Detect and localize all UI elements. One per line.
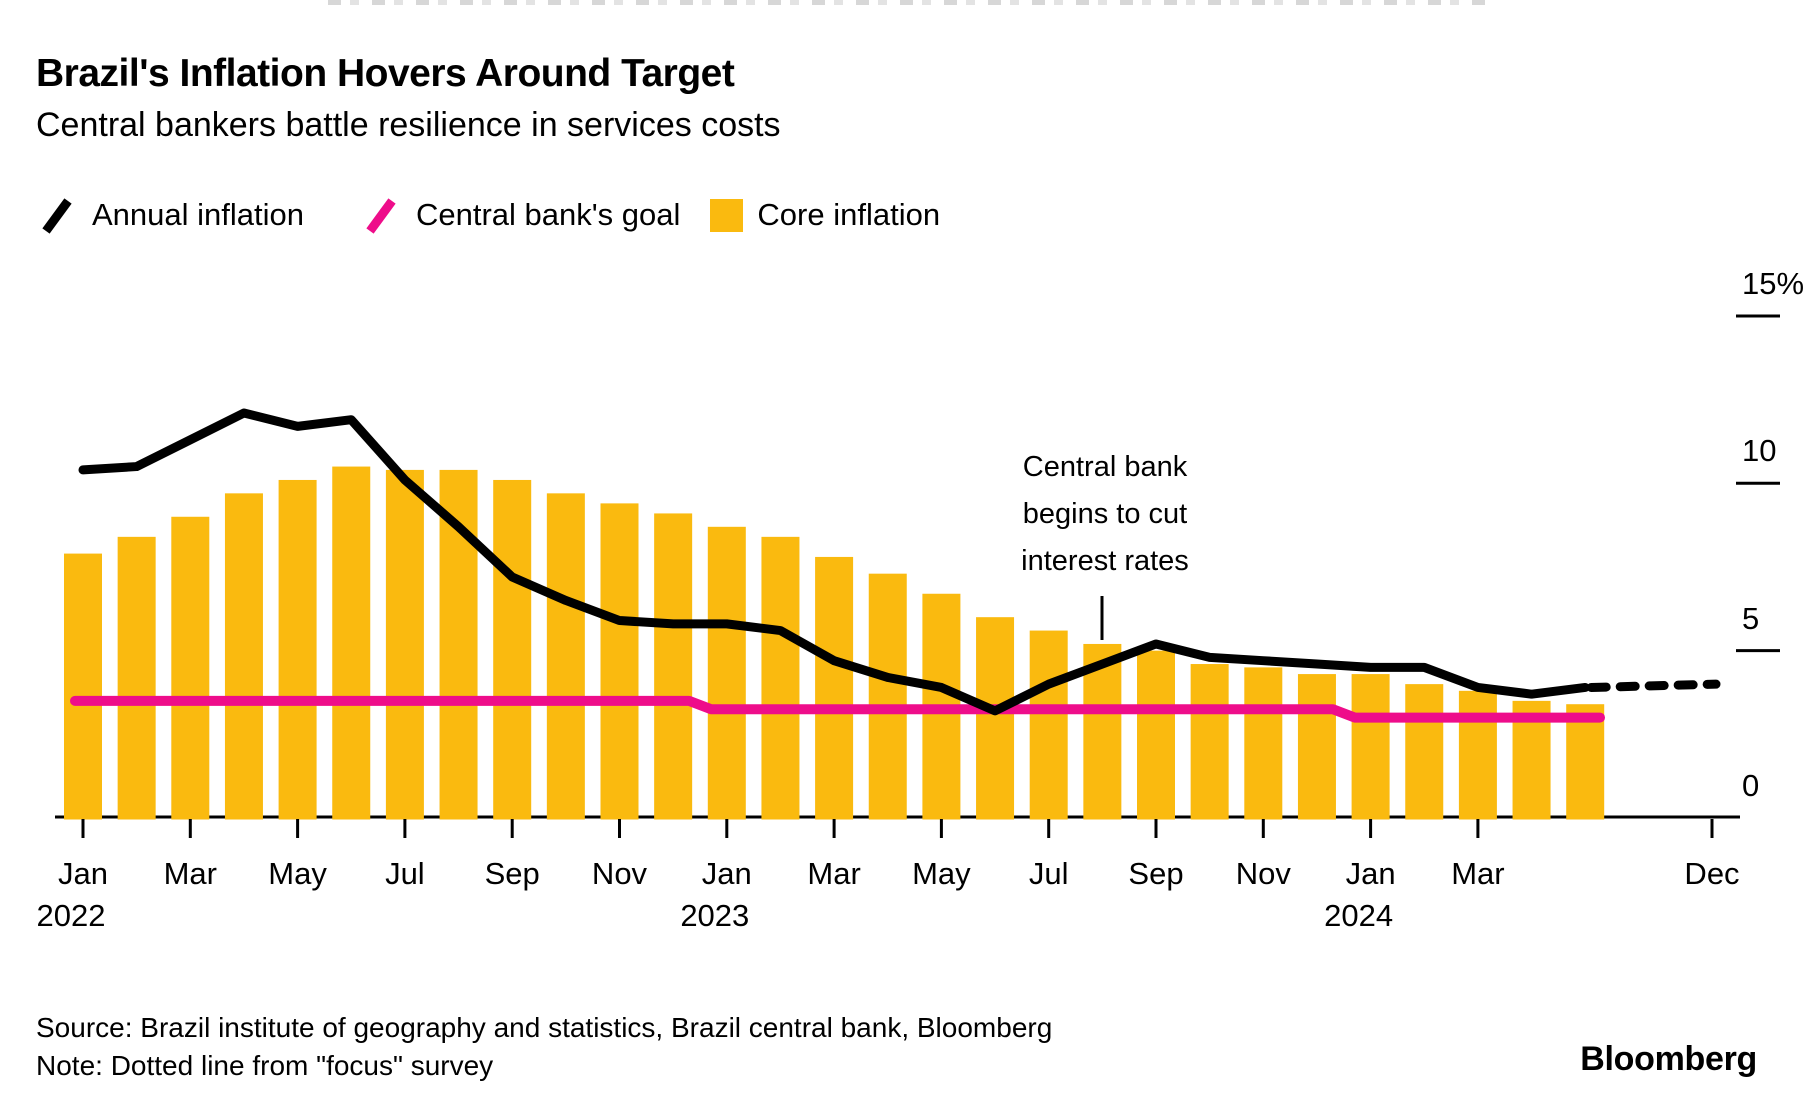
- core-inflation-bar: [171, 516, 210, 820]
- x-tick-label: May: [912, 856, 971, 891]
- core-inflation-bar: [654, 513, 693, 820]
- core-inflation-bar: [868, 573, 907, 820]
- central-bank-goal-line: [70, 695, 1605, 723]
- page-subtitle: Central bankers battle resilience in ser…: [36, 106, 781, 144]
- x-tick-label: Mar: [807, 856, 861, 891]
- rate-cut-annotation: Central bank begins to cut interest rates: [1021, 444, 1189, 585]
- x-tick-label: Mar: [1451, 856, 1505, 891]
- core-inflation-bar: [761, 536, 800, 820]
- legend-label: Central bank's goal: [416, 197, 681, 232]
- y-tick-label: 5: [1742, 600, 1760, 636]
- x-tick-label: Sep: [1128, 856, 1184, 891]
- x-tick-label: Nov: [591, 856, 648, 891]
- core-inflation-bar: [1405, 684, 1444, 820]
- core-inflation-bar: [1137, 650, 1175, 820]
- bloomberg-logo: Bloomberg: [1580, 1040, 1757, 1078]
- legend-label: Core inflation: [757, 197, 941, 232]
- note-text: Note: Dotted line from "focus" survey: [36, 1050, 494, 1081]
- goal-slash-icon: [366, 198, 396, 234]
- x-tick-label: Jul: [385, 856, 425, 891]
- x-tick-label: Sep: [484, 856, 540, 891]
- core-inflation-bar: [1458, 690, 1497, 820]
- page-title: Brazil's Inflation Hovers Around Target: [36, 52, 735, 95]
- legend-item: Annual inflation: [38, 193, 304, 237]
- core-inflation-bar: [976, 617, 1015, 820]
- x-tick-label: Jan: [701, 856, 752, 891]
- core-inflation-bar: [1297, 674, 1336, 820]
- annotation-line: interest rates: [1021, 545, 1189, 577]
- y-tick-label: 0: [1742, 768, 1760, 803]
- x-tick-label: Jan: [1345, 856, 1396, 891]
- core-inflation-bar: [64, 553, 102, 820]
- core-inflation-bar: [1029, 630, 1068, 820]
- core-inflation-bar: [1566, 704, 1605, 820]
- x-year-label: 2024: [1324, 898, 1394, 933]
- core-inflation-bar: [332, 466, 371, 820]
- x-tick-label: Mar: [163, 856, 217, 891]
- core-inflation-bar: [815, 556, 854, 820]
- core-inflation-bar: [278, 479, 317, 820]
- source-text: Source: Brazil institute of geography an…: [36, 1012, 1053, 1043]
- x-tick-label: Jul: [1028, 856, 1069, 891]
- top-edge-artifact: [328, 0, 1492, 5]
- core-inflation-bar: [600, 503, 639, 820]
- core-inflation-bar: [117, 536, 156, 820]
- core-inflation-bar: [707, 526, 746, 820]
- legend: Annual inflation Central bank's goal Core …: [38, 190, 940, 240]
- x-tick-label: Nov: [1235, 856, 1291, 891]
- x-year-label: 2023: [680, 898, 750, 933]
- core-inflation-bar: [224, 493, 263, 820]
- core-inflation-bar: [493, 479, 532, 820]
- annual-inflation-line: [78, 408, 1590, 716]
- x-tick-label: Jan: [58, 856, 108, 891]
- core-inflation-bar: [1190, 664, 1229, 820]
- y-tick-label: 15%: [1742, 265, 1805, 301]
- core-inflation-bar: [546, 493, 585, 820]
- y-tick-label: 10: [1742, 433, 1777, 469]
- legend-item: Core inflation: [710, 197, 940, 233]
- forecast-dotted-line: [1586, 679, 1721, 692]
- x-tick-label: May: [268, 856, 327, 891]
- x-year-label: 2022: [36, 898, 106, 933]
- annotation-line: Central bank: [1022, 451, 1188, 483]
- core-inflation-bar: [1351, 674, 1390, 820]
- core-inflation-swatch-icon: [710, 198, 744, 232]
- annual-inflation-slash-icon: [42, 198, 72, 234]
- legend-label: Annual inflation: [92, 197, 304, 232]
- x-tick-label: Dec: [1684, 856, 1740, 891]
- core-inflation-bar: [1244, 667, 1283, 820]
- legend-item: Central bank's goal: [362, 193, 680, 237]
- core-inflation-bar: [385, 469, 424, 820]
- annotation-line: begins to cut: [1022, 498, 1188, 530]
